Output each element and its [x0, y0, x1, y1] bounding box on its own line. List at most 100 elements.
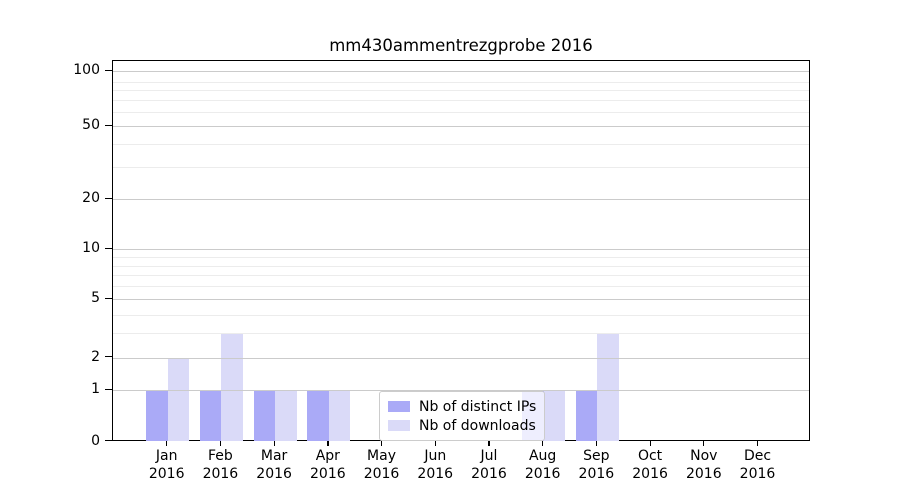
x-tick-label-apr: Apr 2016 — [296, 448, 360, 483]
legend: Nb of distinct IPs Nb of downloads — [379, 391, 545, 441]
year-text: 2016 — [632, 465, 668, 482]
bar-ips-jan — [146, 390, 168, 441]
y-tick-20 — [105, 197, 112, 199]
major-gridline-100 — [113, 71, 809, 72]
month-text: Aug — [528, 448, 557, 464]
y-tick-1 — [105, 388, 112, 390]
x-tick-label-aug: Aug 2016 — [511, 448, 575, 483]
major-gridline-20 — [113, 199, 809, 201]
minor-gridline-9 — [113, 257, 809, 258]
x-tick-label-feb: Feb 2016 — [188, 448, 252, 483]
x-tick-label-may: May 2016 — [350, 448, 414, 483]
year-text: 2016 — [471, 465, 507, 482]
y-tick-label-20: 20 — [82, 190, 100, 207]
y-tick-label-100: 100 — [73, 62, 100, 78]
bar-ips-sep — [575, 390, 598, 441]
major-gridline-1 — [113, 390, 809, 391]
minor-gridline-4 — [113, 314, 809, 316]
x-tick-label-jan: Jan 2016 — [135, 448, 199, 483]
year-text: 2016 — [202, 465, 239, 482]
month-text: Feb — [208, 448, 233, 464]
month-text: May — [367, 448, 396, 464]
year-text: 2016 — [148, 465, 185, 482]
y-tick-5 — [105, 297, 112, 299]
x-tick-aug — [542, 441, 544, 446]
bar-downloads-apr — [328, 390, 351, 441]
bar-ips-apr — [307, 390, 329, 441]
y-tick-0 — [105, 440, 112, 442]
minor-gridline-30 — [113, 167, 809, 168]
plot-area: Nb of distinct IPs Nb of downloads — [112, 60, 810, 441]
year-text: 2016 — [578, 465, 615, 482]
bar-ips-feb — [199, 390, 222, 441]
x-tick-label-jun: Jun 2016 — [403, 448, 467, 483]
x-tick-label-dec: Dec 2016 — [726, 448, 790, 483]
year-text: 2016 — [363, 465, 400, 482]
bar-downloads-jan — [167, 357, 190, 441]
year-text: 2016 — [417, 465, 454, 482]
minor-gridline-80 — [113, 90, 809, 92]
bar-downloads-feb — [221, 333, 243, 441]
major-gridline-2 — [113, 357, 809, 359]
minor-gridline-60 — [113, 111, 809, 113]
y-tick-2 — [105, 356, 112, 358]
y-tick-label-2: 2 — [91, 348, 100, 365]
minor-gridline-6 — [113, 286, 809, 288]
month-text: Dec — [743, 448, 772, 464]
month-text: Nov — [690, 448, 718, 464]
chart-title: mm430ammentrezgprobe 2016 — [329, 36, 593, 55]
x-tick-oct — [649, 441, 651, 446]
legend-item-downloads: Nb of downloads — [388, 416, 536, 435]
y-tick-label-0: 0 — [91, 432, 100, 449]
legend-swatch-distinct-ips — [388, 401, 410, 412]
month-text: Jul — [480, 448, 498, 464]
bar-downloads-aug — [543, 390, 566, 441]
major-gridline-5 — [113, 299, 809, 301]
bar-downloads-sep — [597, 333, 619, 441]
x-tick-jul — [488, 441, 490, 446]
y-tick-label-50: 50 — [82, 117, 100, 134]
x-tick-label-oct: Oct 2016 — [618, 448, 682, 483]
x-tick-apr — [327, 441, 329, 446]
minor-gridline-7 — [113, 275, 809, 277]
year-text: 2016 — [310, 465, 346, 482]
bar-downloads-mar — [275, 390, 297, 441]
minor-gridline-8 — [113, 265, 809, 267]
y-tick-label-10: 10 — [82, 240, 100, 257]
x-tick-nov — [703, 441, 705, 446]
x-tick-label-mar: Mar 2016 — [242, 448, 306, 483]
month-text: Mar — [260, 448, 288, 464]
year-text: 2016 — [739, 465, 776, 482]
month-text: Oct — [637, 448, 663, 464]
x-tick-may — [381, 441, 383, 446]
x-tick-feb — [219, 441, 222, 446]
minor-gridline-3 — [113, 333, 809, 334]
y-tick-label-1: 1 — [91, 381, 100, 397]
month-text: Apr — [315, 448, 340, 464]
y-tick-100 — [105, 69, 112, 71]
x-tick-label-sep: Sep 2016 — [564, 448, 628, 483]
legend-label-downloads: Nb of downloads — [419, 417, 536, 434]
major-gridline-50 — [113, 126, 809, 128]
x-tick-jun — [434, 441, 436, 446]
x-tick-sep — [595, 441, 598, 446]
major-gridline-10 — [113, 249, 809, 251]
x-tick-dec — [757, 441, 759, 446]
year-text: 2016 — [256, 465, 292, 482]
x-tick-mar — [273, 441, 275, 446]
legend-label-distinct-ips: Nb of distinct IPs — [419, 398, 537, 415]
month-text: Sep — [583, 448, 610, 464]
x-tick-label-nov: Nov 2016 — [672, 448, 736, 483]
month-text: Jun — [424, 448, 447, 464]
x-tick-label-jul: Jul 2016 — [457, 448, 521, 483]
year-text: 2016 — [685, 465, 722, 482]
month-text: Jan — [155, 448, 178, 464]
x-tick-jan — [166, 441, 168, 446]
legend-item-distinct-ips: Nb of distinct IPs — [388, 397, 536, 416]
bar-ips-mar — [253, 390, 276, 441]
minor-gridline-90 — [113, 82, 809, 83]
minor-gridline-70 — [113, 100, 809, 101]
legend-swatch-downloads — [388, 420, 410, 431]
y-tick-50 — [105, 124, 112, 126]
